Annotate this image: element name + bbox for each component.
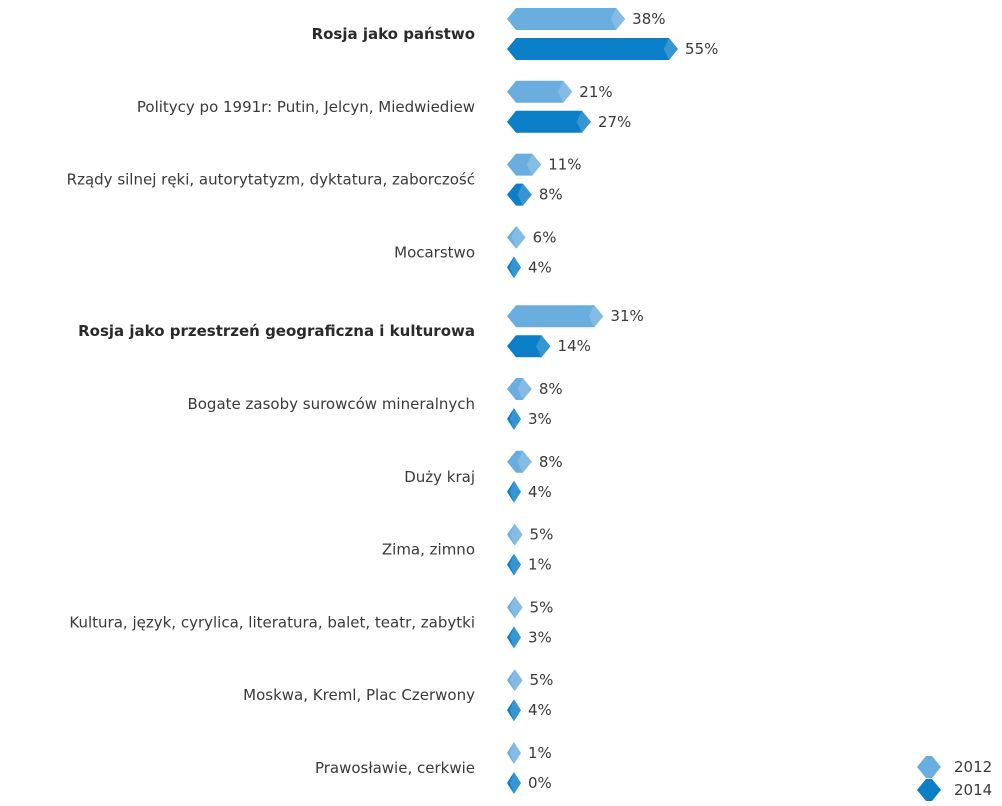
legend-label: 2014 [954, 781, 992, 799]
bar-highlight [536, 335, 551, 358]
category-label: Rządy silnej ręki, autorytatyzm, dyktatu… [67, 171, 475, 189]
bar-highlight [517, 450, 532, 473]
bar-2012 [507, 153, 542, 176]
bar-2014 [507, 256, 521, 279]
data-label: 4% [528, 701, 552, 719]
bar-2014 [507, 772, 521, 794]
bar-highlight [509, 772, 521, 794]
bar-highlight [509, 553, 521, 576]
legend: 2012 2014 [917, 756, 992, 801]
data-label: 11% [548, 156, 581, 174]
category-label: Rosja jako państwo [312, 25, 475, 43]
data-label: 21% [579, 83, 612, 101]
data-label: 5% [530, 671, 554, 689]
bar-2012 [507, 669, 523, 692]
category-label: Bogate zasoby surowców mineralnych [187, 395, 475, 413]
bar-highlight [509, 742, 521, 764]
bar-highlight [511, 226, 526, 249]
bar-2012 [507, 596, 523, 619]
bar-2012 [507, 305, 604, 328]
bar-highlight [557, 80, 573, 103]
bar-highlight [663, 38, 679, 60]
data-label: 3% [528, 628, 552, 646]
category-label: Rosja jako przestrzeń geograficzna i kul… [78, 322, 475, 340]
category-labels: Rosja jako państwo Politycy po 1991r: Put… [67, 25, 475, 777]
data-label: 4% [528, 483, 552, 501]
bar-2012 [507, 8, 626, 30]
bar-2012 [507, 226, 526, 249]
bar-2014 [507, 38, 679, 60]
bar-2014 [507, 335, 551, 358]
data-label: 4% [528, 258, 552, 276]
data-label: 3% [528, 410, 552, 428]
data-label: 1% [528, 556, 552, 574]
bar-2014 [507, 110, 591, 133]
bar-2014 [507, 408, 521, 430]
bar-highlight [517, 378, 532, 400]
bar-2014 [507, 183, 532, 206]
bar-2012 [507, 378, 532, 400]
data-label: 14% [558, 337, 591, 355]
data-label: 27% [598, 113, 631, 131]
bar-highlight [526, 153, 542, 176]
bar-highlight [509, 626, 521, 649]
data-label: 38% [632, 10, 665, 28]
bar-highlight [517, 183, 532, 206]
category-label: Mocarstwo [394, 243, 475, 261]
legend-label: 2012 [954, 758, 992, 776]
bar-highlight [610, 8, 626, 30]
category-label: Politycy po 1991r: Putin, Jelcyn, Miedwi… [137, 98, 475, 116]
bar-highlight [576, 110, 591, 133]
category-label: Zima, zimno [382, 541, 475, 559]
bar-highlight [509, 699, 521, 722]
data-label: 31% [610, 307, 643, 325]
bar-2014 [507, 480, 521, 503]
bar-highlight [510, 596, 523, 619]
bar-2014 [507, 553, 521, 576]
bar-2012 [507, 80, 573, 103]
bar-highlight [510, 523, 523, 546]
bar-2012 [507, 523, 523, 546]
data-label: 8% [539, 380, 563, 398]
bars: 38% 55% 21% 27% 11% 8% 6% 4% 31% 14% 8% 3% 8% 4% 5% 1% 5… [507, 8, 718, 794]
category-label: Kultura, język, cyrylica, literatura, ba… [69, 613, 475, 631]
bar-2012 [507, 450, 532, 473]
legend-swatch-2012 [917, 756, 941, 778]
data-label: 1% [528, 744, 552, 762]
data-label: 6% [533, 228, 557, 246]
bar-highlight [589, 305, 604, 328]
data-label: 8% [539, 453, 563, 471]
bar-highlight [509, 480, 521, 503]
data-label: 5% [530, 526, 554, 544]
bar-highlight [509, 408, 521, 430]
bar-highlight [510, 669, 523, 692]
category-label: Moskwa, Kreml, Plac Czerwony [243, 686, 475, 704]
category-label: Prawosławie, cerkwie [315, 759, 475, 777]
bar-2012 [507, 742, 521, 764]
bar-2014 [507, 626, 521, 649]
bar-2014 [507, 699, 521, 722]
data-label: 8% [539, 186, 563, 204]
data-label: 55% [685, 40, 718, 58]
bar-highlight [509, 256, 521, 279]
legend-swatch-2014 [917, 779, 941, 801]
data-label: 0% [528, 774, 552, 792]
category-label: Duży kraj [404, 468, 475, 486]
data-label: 5% [530, 598, 554, 616]
